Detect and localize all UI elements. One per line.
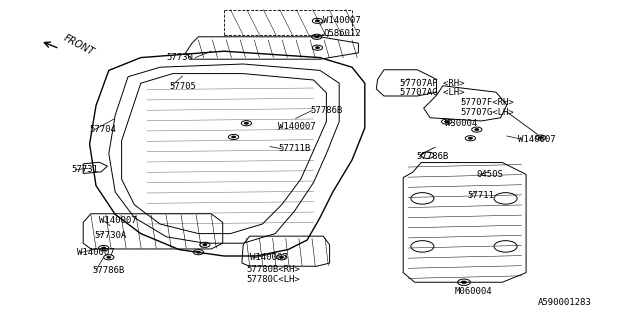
Circle shape	[280, 256, 284, 258]
Text: W140007: W140007	[77, 248, 115, 257]
Circle shape	[107, 256, 111, 258]
Circle shape	[203, 244, 207, 246]
Text: W140007: W140007	[250, 253, 287, 262]
Text: 57786B: 57786B	[416, 152, 448, 161]
Text: 57731: 57731	[72, 165, 99, 174]
Circle shape	[445, 121, 449, 123]
Circle shape	[315, 36, 319, 38]
Text: 57786B: 57786B	[93, 266, 125, 275]
Circle shape	[539, 137, 543, 139]
Circle shape	[244, 122, 248, 124]
Circle shape	[232, 136, 236, 138]
Circle shape	[316, 20, 319, 22]
Text: 57707AG <LH>: 57707AG <LH>	[400, 88, 465, 97]
Circle shape	[468, 137, 472, 139]
Text: 57707G<LH>: 57707G<LH>	[461, 108, 515, 116]
Text: 57707F<RH>: 57707F<RH>	[461, 98, 515, 107]
Text: A590001283: A590001283	[538, 298, 591, 307]
Text: FRONT: FRONT	[61, 33, 95, 57]
Text: 57705: 57705	[170, 82, 196, 91]
Circle shape	[316, 47, 319, 49]
Text: M060004: M060004	[454, 287, 492, 296]
Text: 57704: 57704	[90, 125, 116, 134]
Text: 57707AF <RH>: 57707AF <RH>	[400, 79, 465, 88]
Text: 57730A: 57730A	[95, 231, 127, 240]
Text: Q586012: Q586012	[323, 29, 361, 38]
Circle shape	[102, 247, 106, 249]
Text: W30004: W30004	[445, 119, 477, 128]
Text: W140007: W140007	[518, 135, 556, 144]
Circle shape	[475, 129, 479, 131]
Text: 57730: 57730	[166, 53, 193, 62]
Text: 57780B<RH>: 57780B<RH>	[246, 265, 300, 274]
Text: W140007: W140007	[278, 122, 316, 131]
Circle shape	[196, 251, 200, 253]
Text: 57786B: 57786B	[310, 106, 342, 115]
Circle shape	[461, 281, 467, 284]
Text: W140007: W140007	[99, 216, 137, 225]
Text: W140007: W140007	[323, 16, 361, 25]
Text: 57711B: 57711B	[278, 144, 310, 153]
Text: 57711: 57711	[467, 191, 494, 200]
Text: 57780C<LH>: 57780C<LH>	[246, 275, 300, 284]
Text: 0450S: 0450S	[477, 170, 504, 179]
